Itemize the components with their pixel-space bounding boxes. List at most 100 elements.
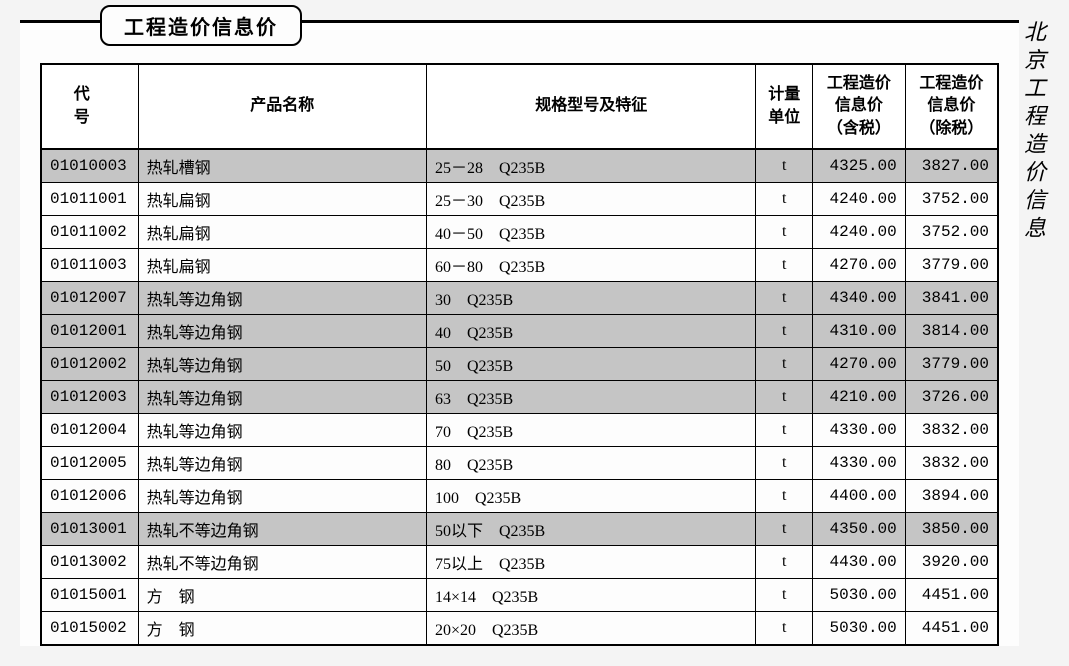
cell-code: 01012005 bbox=[41, 447, 138, 480]
table-row: 01015002方 钢20×20 Q235Bt5030.004451.00 bbox=[41, 612, 998, 646]
cell-unit: t bbox=[756, 216, 813, 249]
cell-code: 01012004 bbox=[41, 414, 138, 447]
cell-name: 热轧等边角钢 bbox=[138, 381, 426, 414]
cell-name: 热轧等边角钢 bbox=[138, 414, 426, 447]
cell-unit: t bbox=[756, 282, 813, 315]
cell-price-incl-tax: 4400.00 bbox=[813, 480, 906, 513]
table-row: 01011002热轧扁钢40－50 Q235Bt4240.003752.00 bbox=[41, 216, 998, 249]
cell-price-incl-tax: 4330.00 bbox=[813, 414, 906, 447]
cell-price-excl-tax: 3894.00 bbox=[905, 480, 998, 513]
cell-unit: t bbox=[756, 149, 813, 183]
cell-name: 热轧扁钢 bbox=[138, 216, 426, 249]
cell-code: 01015001 bbox=[41, 579, 138, 612]
cell-unit: t bbox=[756, 381, 813, 414]
cell-name: 热轧等边角钢 bbox=[138, 348, 426, 381]
table-header: 代 号 产品名称 规格型号及特征 计量单位 工程造价信息价（含税） 工程造价信息… bbox=[41, 64, 998, 149]
cell-spec: 40－50 Q235B bbox=[426, 216, 756, 249]
table-row: 01013002热轧不等边角钢75以上 Q235Bt4430.003920.00 bbox=[41, 546, 998, 579]
cell-spec: 30 Q235B bbox=[426, 282, 756, 315]
cell-name: 热轧扁钢 bbox=[138, 183, 426, 216]
cell-price-incl-tax: 4430.00 bbox=[813, 546, 906, 579]
cell-price-incl-tax: 4210.00 bbox=[813, 381, 906, 414]
table-row: 01012004热轧等边角钢70 Q235Bt4330.003832.00 bbox=[41, 414, 998, 447]
cell-unit: t bbox=[756, 447, 813, 480]
cell-price-excl-tax: 3850.00 bbox=[905, 513, 998, 546]
th-name: 产品名称 bbox=[138, 64, 426, 149]
cell-price-excl-tax: 3726.00 bbox=[905, 381, 998, 414]
table-row: 01011001热轧扁钢25－30 Q235Bt4240.003752.00 bbox=[41, 183, 998, 216]
cell-code: 01013001 bbox=[41, 513, 138, 546]
cell-price-excl-tax: 3827.00 bbox=[905, 149, 998, 183]
th-unit: 计量单位 bbox=[756, 64, 813, 149]
cell-spec: 70 Q235B bbox=[426, 414, 756, 447]
cell-code: 01011001 bbox=[41, 183, 138, 216]
cell-unit: t bbox=[756, 348, 813, 381]
table-row: 01012005热轧等边角钢80 Q235Bt4330.003832.00 bbox=[41, 447, 998, 480]
price-table: 代 号 产品名称 规格型号及特征 计量单位 工程造价信息价（含税） 工程造价信息… bbox=[40, 63, 999, 646]
cell-price-excl-tax: 3832.00 bbox=[905, 414, 998, 447]
cell-price-excl-tax: 3752.00 bbox=[905, 216, 998, 249]
cell-spec: 50 Q235B bbox=[426, 348, 756, 381]
table-row: 01013001热轧不等边角钢50以下 Q235Bt4350.003850.00 bbox=[41, 513, 998, 546]
table-row: 01010003热轧槽钢25－28 Q235Bt4325.003827.00 bbox=[41, 149, 998, 183]
table-row: 01012006热轧等边角钢100 Q235Bt4400.003894.00 bbox=[41, 480, 998, 513]
cell-price-incl-tax: 4270.00 bbox=[813, 348, 906, 381]
cell-price-incl-tax: 5030.00 bbox=[813, 612, 906, 646]
cell-price-incl-tax: 4240.00 bbox=[813, 183, 906, 216]
cell-price-incl-tax: 4270.00 bbox=[813, 249, 906, 282]
cell-spec: 25－30 Q235B bbox=[426, 183, 756, 216]
cell-code: 01013002 bbox=[41, 546, 138, 579]
cell-code: 01012001 bbox=[41, 315, 138, 348]
table-body: 01010003热轧槽钢25－28 Q235Bt4325.003827.0001… bbox=[41, 149, 998, 645]
cell-code: 01011003 bbox=[41, 249, 138, 282]
th-price-incl-tax: 工程造价信息价（含税） bbox=[813, 64, 906, 149]
title-tab: 工程造价信息价 bbox=[100, 5, 302, 46]
table-row: 01015001方 钢14×14 Q235Bt5030.004451.00 bbox=[41, 579, 998, 612]
cell-name: 热轧等边角钢 bbox=[138, 282, 426, 315]
cell-price-excl-tax: 3832.00 bbox=[905, 447, 998, 480]
cell-name: 方 钢 bbox=[138, 579, 426, 612]
cell-price-incl-tax: 4325.00 bbox=[813, 149, 906, 183]
table-header-row: 代 号 产品名称 规格型号及特征 计量单位 工程造价信息价（含税） 工程造价信息… bbox=[41, 64, 998, 149]
cell-name: 热轧不等边角钢 bbox=[138, 513, 426, 546]
cell-price-incl-tax: 4350.00 bbox=[813, 513, 906, 546]
cell-code: 01012006 bbox=[41, 480, 138, 513]
cell-spec: 60－80 Q235B bbox=[426, 249, 756, 282]
table-row: 01012007热轧等边角钢30 Q235Bt4340.003841.00 bbox=[41, 282, 998, 315]
cell-code: 01012003 bbox=[41, 381, 138, 414]
page-container: 工程造价信息价 代 号 产品名称 规格型号及特征 计量单位 工程造价信息价（含税… bbox=[20, 20, 1049, 646]
cell-price-incl-tax: 4310.00 bbox=[813, 315, 906, 348]
table-row: 01011003热轧扁钢60－80 Q235Bt4270.003779.00 bbox=[41, 249, 998, 282]
cell-name: 热轧槽钢 bbox=[138, 149, 426, 183]
cell-code: 01011002 bbox=[41, 216, 138, 249]
cell-price-excl-tax: 4451.00 bbox=[905, 579, 998, 612]
cell-unit: t bbox=[756, 480, 813, 513]
cell-spec: 40 Q235B bbox=[426, 315, 756, 348]
main-content: 工程造价信息价 代 号 产品名称 规格型号及特征 计量单位 工程造价信息价（含税… bbox=[20, 20, 1019, 646]
cell-spec: 20×20 Q235B bbox=[426, 612, 756, 646]
cell-price-excl-tax: 3814.00 bbox=[905, 315, 998, 348]
cell-price-excl-tax: 3920.00 bbox=[905, 546, 998, 579]
th-price-excl-tax: 工程造价信息价（除税） bbox=[905, 64, 998, 149]
cell-price-excl-tax: 3779.00 bbox=[905, 249, 998, 282]
cell-price-excl-tax: 3752.00 bbox=[905, 183, 998, 216]
cell-unit: t bbox=[756, 249, 813, 282]
cell-spec: 25－28 Q235B bbox=[426, 149, 756, 183]
cell-name: 热轧等边角钢 bbox=[138, 315, 426, 348]
cell-name: 热轧扁钢 bbox=[138, 249, 426, 282]
cell-price-incl-tax: 4330.00 bbox=[813, 447, 906, 480]
cell-price-excl-tax: 3841.00 bbox=[905, 282, 998, 315]
cell-price-excl-tax: 4451.00 bbox=[905, 612, 998, 646]
cell-unit: t bbox=[756, 513, 813, 546]
side-title-vertical: 北京工程造价信息 bbox=[1019, 20, 1049, 244]
table-row: 01012001热轧等边角钢40 Q235Bt4310.003814.00 bbox=[41, 315, 998, 348]
cell-spec: 75以上 Q235B bbox=[426, 546, 756, 579]
cell-unit: t bbox=[756, 315, 813, 348]
cell-spec: 14×14 Q235B bbox=[426, 579, 756, 612]
cell-price-excl-tax: 3779.00 bbox=[905, 348, 998, 381]
cell-unit: t bbox=[756, 414, 813, 447]
th-spec: 规格型号及特征 bbox=[426, 64, 756, 149]
cell-code: 01015002 bbox=[41, 612, 138, 646]
table-row: 01012002热轧等边角钢50 Q235Bt4270.003779.00 bbox=[41, 348, 998, 381]
cell-code: 01012002 bbox=[41, 348, 138, 381]
